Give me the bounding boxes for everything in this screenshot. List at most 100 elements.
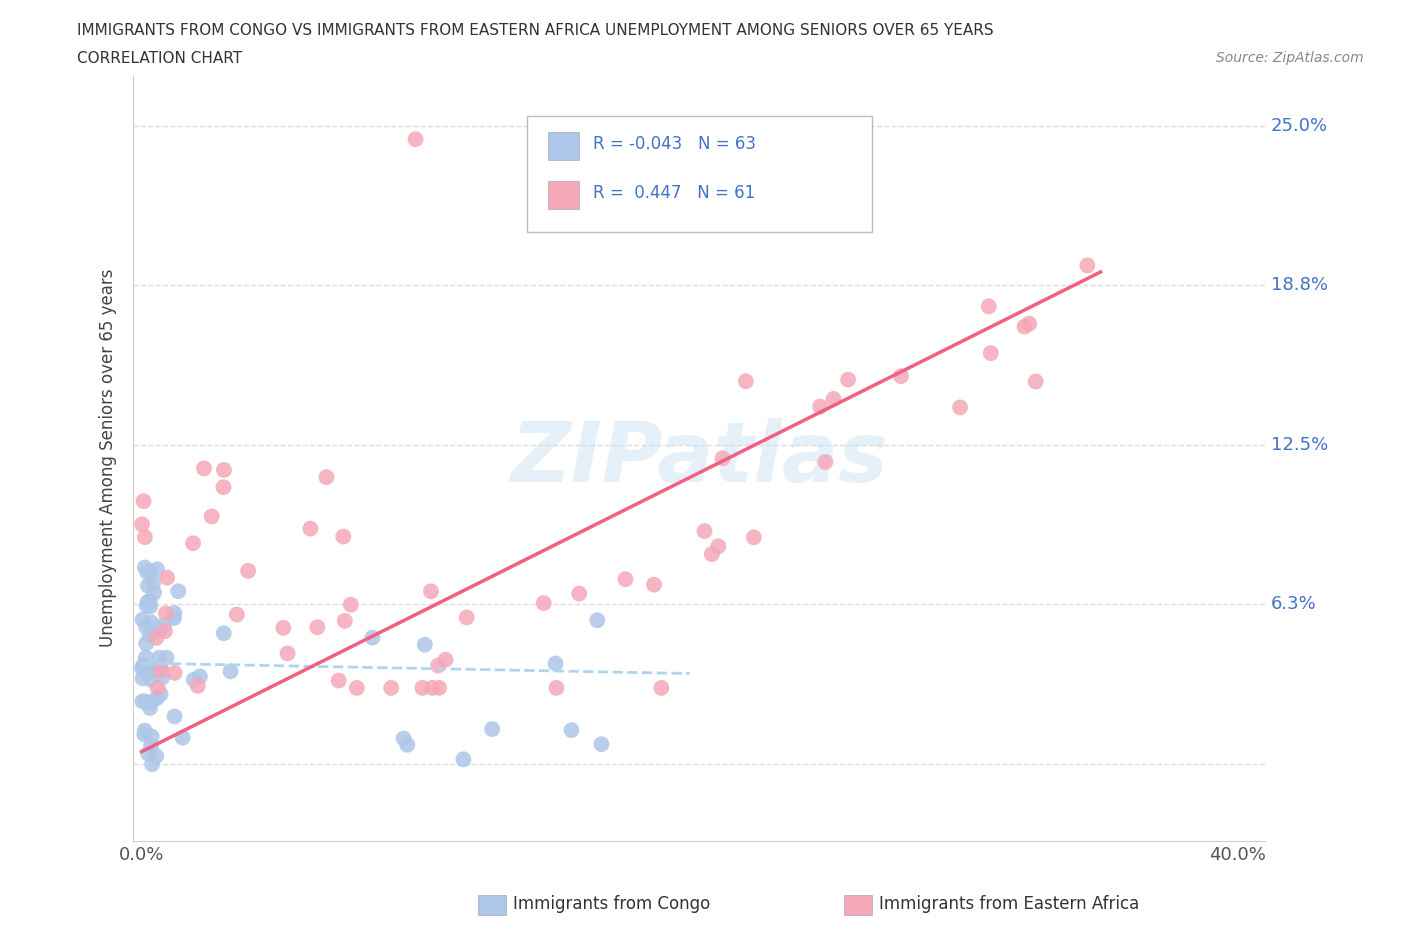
Point: [136, 666, 159, 681]
Point: [560, 723, 582, 737]
Point: [149, 663, 172, 678]
Point: [544, 656, 567, 671]
Point: [188, 669, 211, 684]
Point: [328, 673, 350, 688]
Point: [148, 650, 170, 665]
Point: [134, 694, 156, 709]
Point: [149, 622, 172, 637]
Point: [238, 564, 260, 578]
Point: [533, 595, 555, 610]
Point: [149, 687, 172, 702]
Point: [183, 672, 205, 687]
Point: [132, 494, 155, 509]
Point: [134, 560, 156, 575]
Point: [163, 666, 186, 681]
Point: [299, 521, 322, 536]
Point: [153, 624, 176, 639]
Point: [643, 578, 665, 592]
Point: [212, 462, 235, 477]
Point: [427, 681, 450, 696]
Point: [225, 607, 247, 622]
Point: [136, 565, 159, 580]
Text: 25.0%: 25.0%: [1271, 117, 1327, 136]
Point: [155, 650, 177, 665]
Text: CORRELATION CHART: CORRELATION CHART: [77, 51, 242, 66]
Point: [139, 593, 162, 608]
Point: [201, 509, 224, 524]
Point: [742, 530, 765, 545]
Point: [167, 584, 190, 599]
Point: [333, 614, 356, 629]
Point: [339, 597, 361, 612]
Point: [139, 738, 162, 753]
Point: [139, 565, 162, 579]
Text: R = -0.043   N = 63: R = -0.043 N = 63: [593, 135, 756, 153]
Point: [380, 681, 402, 696]
Point: [153, 618, 176, 632]
Point: [136, 578, 159, 593]
Point: [1025, 374, 1047, 389]
Point: [693, 524, 716, 538]
Text: Immigrants from Congo: Immigrants from Congo: [513, 895, 710, 913]
Point: [146, 681, 169, 696]
Point: [411, 681, 433, 696]
Point: [361, 631, 384, 645]
Point: [146, 562, 169, 577]
Point: [734, 374, 756, 389]
Y-axis label: Unemployment Among Seniors over 65 years: Unemployment Among Seniors over 65 years: [100, 269, 117, 647]
Point: [156, 570, 179, 585]
Point: [890, 368, 912, 383]
Point: [837, 372, 859, 387]
Text: IMMIGRANTS FROM CONGO VS IMMIGRANTS FROM EASTERN AFRICA UNEMPLOYMENT AMONG SENIO: IMMIGRANTS FROM CONGO VS IMMIGRANTS FROM…: [77, 23, 994, 38]
Point: [172, 730, 194, 745]
Point: [650, 681, 672, 696]
Point: [977, 299, 1000, 313]
Point: [163, 611, 186, 626]
Point: [135, 636, 157, 651]
Point: [141, 757, 163, 772]
Text: R =  0.447   N = 61: R = 0.447 N = 61: [593, 184, 755, 203]
Point: [150, 670, 173, 684]
Point: [138, 594, 160, 609]
Point: [273, 620, 295, 635]
Point: [212, 626, 235, 641]
Point: [546, 681, 568, 696]
Point: [332, 529, 354, 544]
Point: [163, 605, 186, 620]
Point: [481, 722, 503, 737]
Point: [134, 727, 156, 742]
Point: [568, 586, 591, 601]
Point: [315, 470, 337, 485]
Point: [456, 610, 478, 625]
Point: [823, 392, 845, 406]
Point: [586, 613, 609, 628]
Point: [1018, 316, 1040, 331]
Point: [134, 724, 156, 738]
Point: [405, 132, 427, 147]
Point: [136, 746, 159, 761]
Point: [808, 399, 831, 414]
Point: [138, 628, 160, 643]
Point: [131, 660, 153, 675]
Point: [163, 709, 186, 724]
Point: [131, 671, 153, 685]
Point: [131, 517, 153, 532]
Text: ZIPatlas: ZIPatlas: [510, 418, 889, 498]
Point: [139, 700, 162, 715]
Point: [212, 480, 235, 495]
Point: [413, 637, 436, 652]
Point: [134, 530, 156, 545]
Point: [148, 660, 170, 675]
Point: [396, 737, 419, 752]
Point: [392, 731, 415, 746]
Point: [150, 663, 173, 678]
Point: [427, 658, 450, 673]
Point: [131, 612, 153, 627]
Point: [145, 691, 167, 706]
Point: [980, 346, 1002, 361]
Point: [141, 662, 163, 677]
Point: [700, 547, 723, 562]
Point: [145, 749, 167, 764]
Point: [307, 620, 329, 635]
Text: 12.5%: 12.5%: [1271, 436, 1327, 455]
